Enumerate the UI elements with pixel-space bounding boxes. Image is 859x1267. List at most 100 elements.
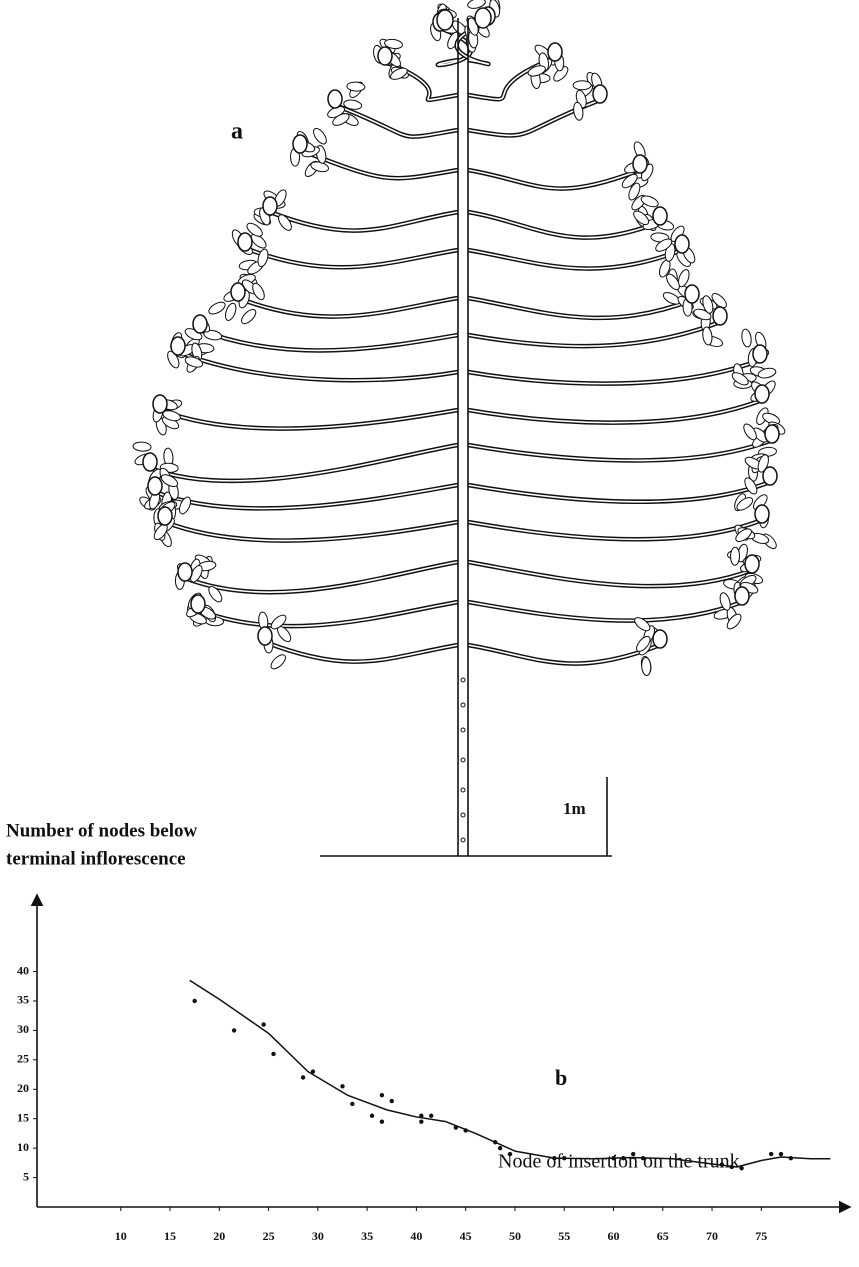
inflorescence xyxy=(378,47,392,65)
branch xyxy=(468,212,660,238)
leaf xyxy=(269,652,288,671)
x-tick-label: 50 xyxy=(509,1229,521,1243)
inflorescence xyxy=(765,425,779,443)
trunk-node xyxy=(461,758,465,762)
panel-label: b xyxy=(555,1065,567,1090)
panel-label: a xyxy=(231,119,243,145)
y-tick-label: 20 xyxy=(17,1081,29,1095)
branch xyxy=(185,562,458,592)
fit-curve xyxy=(190,980,831,1167)
branch xyxy=(160,410,458,429)
leaf xyxy=(207,300,227,317)
leaf xyxy=(641,657,651,676)
inflorescence xyxy=(178,563,192,581)
inflorescence xyxy=(735,587,749,605)
branch-core xyxy=(468,645,660,664)
data-point xyxy=(390,1099,394,1103)
data-point xyxy=(498,1146,502,1150)
inflorescence xyxy=(191,595,205,613)
inflorescence xyxy=(193,315,207,333)
x-tick-label: 75 xyxy=(755,1229,767,1243)
branch-core xyxy=(468,482,770,502)
x-tick-label: 35 xyxy=(361,1229,373,1243)
leaf xyxy=(702,326,713,345)
inflorescence xyxy=(328,90,342,108)
y-tick-label: 10 xyxy=(17,1140,29,1154)
inflorescence xyxy=(171,337,185,355)
x-tick-label: 60 xyxy=(607,1229,619,1243)
branch xyxy=(245,248,458,267)
data-point xyxy=(261,1022,265,1026)
y-tick-label: 5 xyxy=(23,1169,29,1183)
branch xyxy=(198,602,458,626)
trunk-node xyxy=(461,788,465,792)
branch xyxy=(468,298,692,318)
x-tick-label: 45 xyxy=(460,1229,472,1243)
y-tick-label: 15 xyxy=(17,1110,29,1124)
data-point xyxy=(429,1114,433,1118)
data-point xyxy=(631,1152,635,1156)
leaf xyxy=(239,307,258,326)
figure: 1m a Number of nodes below terminal infl… xyxy=(0,0,859,1267)
x-tick-label: 10 xyxy=(115,1229,127,1243)
inflorescence xyxy=(593,85,607,103)
x-tick-label: 30 xyxy=(312,1229,324,1243)
data-point xyxy=(232,1028,236,1032)
scale-bar-label: 1m xyxy=(563,799,586,818)
y-axis-label: Number of nodes below xyxy=(6,820,198,841)
inflorescence xyxy=(753,345,767,363)
data-point xyxy=(192,999,196,1003)
inflorescence xyxy=(633,155,647,173)
inflorescence xyxy=(475,8,491,28)
branch-core xyxy=(468,298,692,318)
branch xyxy=(468,360,760,384)
branch xyxy=(468,562,752,586)
y-tick-label: 25 xyxy=(17,1052,29,1066)
inflorescence xyxy=(755,385,769,403)
branch-core xyxy=(468,170,640,189)
x-tick-label: 55 xyxy=(558,1229,570,1243)
branch xyxy=(468,400,762,423)
inflorescence xyxy=(263,197,277,215)
inflorescence xyxy=(763,467,777,485)
x-tick-label: 20 xyxy=(213,1229,225,1243)
data-point xyxy=(370,1114,374,1118)
branch xyxy=(200,330,458,350)
inflorescence xyxy=(548,43,562,61)
inflorescence xyxy=(158,507,172,525)
data-point xyxy=(340,1084,344,1088)
trunk-node xyxy=(461,838,465,842)
branch xyxy=(468,602,742,621)
leaf xyxy=(311,126,329,146)
data-point xyxy=(508,1152,512,1156)
leaf xyxy=(730,547,739,565)
trunk-node xyxy=(461,813,465,817)
trunk-node xyxy=(461,728,465,732)
x-tick-label: 25 xyxy=(263,1229,275,1243)
data-point xyxy=(350,1102,354,1106)
trunk-node xyxy=(461,703,465,707)
y-tick-label: 30 xyxy=(17,1022,29,1036)
x-tick-label: 65 xyxy=(657,1229,669,1243)
branch-core xyxy=(150,445,458,481)
branch-core xyxy=(468,520,762,539)
inflorescence xyxy=(653,630,667,648)
inflorescence xyxy=(675,235,689,253)
y-tick-label: 35 xyxy=(17,993,29,1007)
inflorescence xyxy=(153,395,167,413)
inflorescence xyxy=(238,233,252,251)
inflorescence xyxy=(143,453,157,471)
chart-b: 1015202530354045505560657075510152025303… xyxy=(17,895,850,1243)
inflorescence xyxy=(713,307,727,325)
branch xyxy=(178,352,458,380)
data-point xyxy=(271,1052,275,1056)
branch xyxy=(238,298,458,317)
inflorescence xyxy=(231,283,245,301)
branch xyxy=(468,250,682,269)
branch-core xyxy=(270,212,458,231)
inflorescence xyxy=(685,285,699,303)
x-tick-label: 70 xyxy=(706,1229,718,1243)
data-point xyxy=(380,1093,384,1097)
x-tick-label: 15 xyxy=(164,1229,176,1243)
leaf xyxy=(632,615,652,633)
